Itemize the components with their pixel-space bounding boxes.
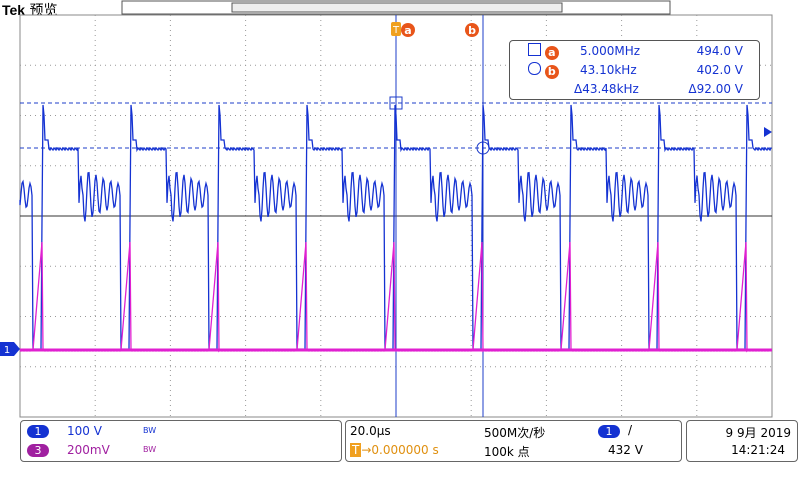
trigger-level: 432 V bbox=[608, 443, 643, 457]
time: 14:21:24 bbox=[731, 443, 785, 457]
record-window bbox=[231, 2, 563, 13]
ch1-badge[interactable]: 1 bbox=[27, 425, 49, 438]
ch1-marker bbox=[0, 342, 20, 356]
ch1-waveform bbox=[19, 104, 772, 351]
datetime-panel: 9 9月 2019 14:21:24 bbox=[686, 420, 798, 462]
ch3-badge[interactable]: 3 bbox=[27, 444, 49, 457]
trigger-source[interactable]: 1 bbox=[598, 425, 620, 438]
cursor-readout: a 5.000MHz 494.0 V b 43.10kHz 402.0 V Δ4… bbox=[509, 40, 760, 100]
time-scale: 20.0µs bbox=[350, 424, 391, 438]
trigger-marker-label: T bbox=[392, 25, 400, 36]
ch3-bw: BW bbox=[143, 445, 157, 454]
ch3-scale: 200mV bbox=[67, 443, 110, 457]
channel-panel: 1 100 V BW 3 200mV BW bbox=[20, 420, 342, 462]
brand: Tek bbox=[2, 2, 26, 18]
cursor-a-label: a bbox=[404, 24, 411, 37]
readout-a-label: a bbox=[544, 46, 559, 60]
timebase-panel: 20.0µs T →0.000000 s 500M次/秒 100k 点 1 / 4… bbox=[345, 420, 682, 462]
ch1-bw: BW bbox=[143, 426, 157, 435]
readout-a-freq: 5.000MHz bbox=[580, 44, 641, 58]
readout-b-label: b bbox=[544, 65, 559, 79]
trigger-pos-icon: T bbox=[350, 443, 362, 457]
record-length: 100k 点 bbox=[484, 445, 530, 459]
trigger-slope: / bbox=[628, 423, 633, 437]
cursor-a-label-bg bbox=[401, 23, 415, 37]
sample-rate: 500M次/秒 bbox=[484, 426, 546, 440]
trigger-position: 0.000000 s bbox=[371, 443, 439, 457]
ch1-marker-label: 1 bbox=[4, 345, 10, 356]
readout-b-freq: 43.10kHz bbox=[580, 63, 637, 77]
cursor-b-label: b bbox=[468, 24, 476, 37]
readout-delta-freq: Δ43.48kHz bbox=[574, 82, 639, 96]
readout-b-volt: 402.0 V bbox=[696, 63, 743, 77]
ch1-scale: 100 V bbox=[67, 424, 102, 438]
trigger-marker bbox=[391, 22, 401, 36]
readout-delta-volt: Δ92.00 V bbox=[688, 82, 743, 96]
date: 9 9月 2019 bbox=[725, 426, 791, 440]
ch1-level-arrow bbox=[764, 127, 772, 137]
readout-a-volt: 494.0 V bbox=[696, 44, 743, 58]
cursor-b-label-bg bbox=[465, 23, 479, 37]
